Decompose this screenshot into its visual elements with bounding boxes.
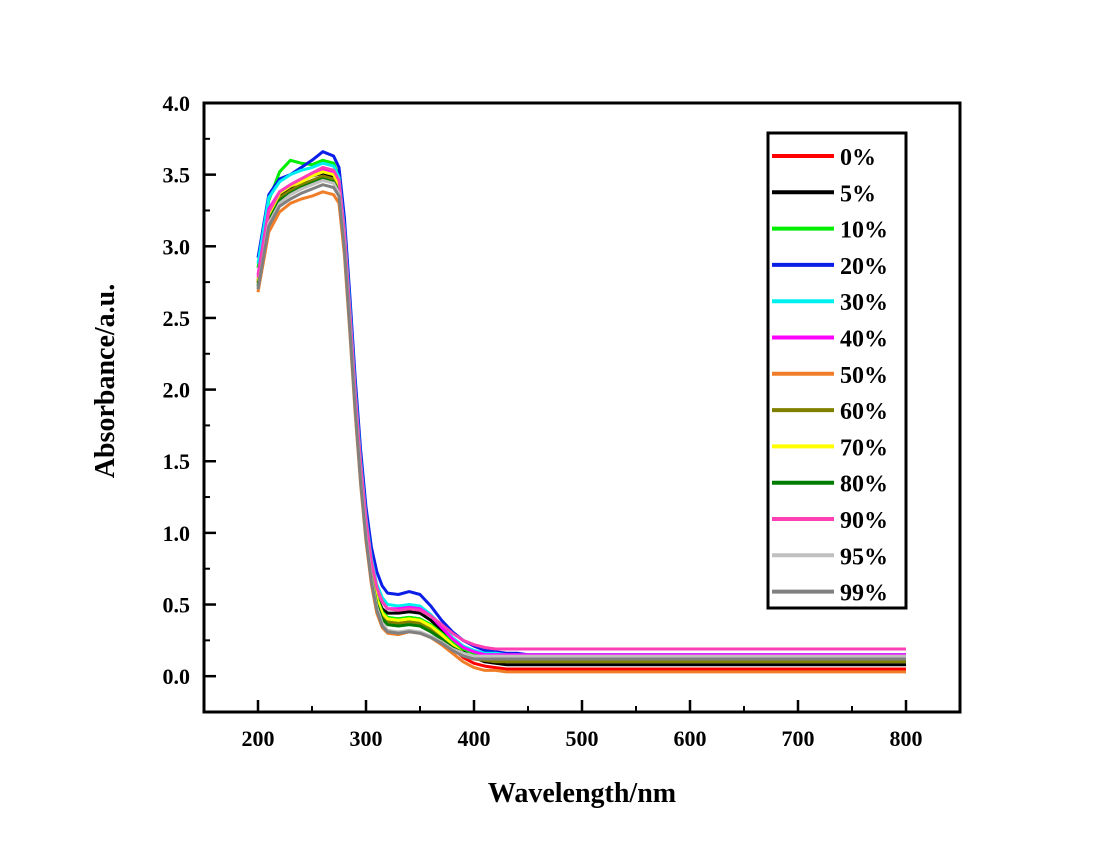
y-tick-label: 0.5 [163,593,191,618]
y-tick-label: 1.0 [163,521,191,546]
legend-label: 30% [840,290,888,316]
legend-label: 20% [840,254,888,280]
legend: 0% 5% 10% 20% 30% 40% 50% 60% 70% 80% 90% 95% 99% [772,145,888,607]
legend-label: 95% [840,544,888,570]
legend-box [766,131,908,610]
x-tick-label: 400 [458,726,491,751]
y-tick-label: 2.0 [163,378,191,403]
x-tick-label: 500 [566,726,599,751]
legend-label: 0% [840,145,876,171]
x-tick-label: 200 [242,726,275,751]
series-line-90pct [256,166,906,651]
y-tick-label: 4.0 [163,91,191,116]
x-tick-label: 800 [890,726,923,751]
series-layer [256,150,906,674]
x-tick-label: 300 [350,726,383,751]
y-axis-title: Absorbance/a.u. [90,284,121,478]
x-tick-label: 600 [674,726,707,751]
x-tick-label: 700 [782,726,815,751]
series-line-60pct [256,174,906,664]
y-tick-label: 0.0 [163,664,191,689]
legend-label: 60% [840,399,888,425]
y-tick-label: 3.0 [163,234,191,259]
legend-label: 99% [840,581,888,607]
legend-label: 90% [840,508,888,534]
legend-label: 50% [840,363,888,389]
series-line-99pct [256,183,906,661]
x-axis-title: Wavelength/nm [488,778,676,809]
y-tick-label: 3.5 [163,163,191,188]
legend-label: 5% [840,181,876,207]
legend-label: 10% [840,218,888,244]
legend-label: 70% [840,435,888,461]
legend-label: 40% [840,327,888,353]
ticks-layer: 200 300 400 500 600 700 800 0.0 0.5 1.0 1.5 2.0 2.5 3… [163,91,923,751]
legend-label: 80% [840,472,888,498]
y-tick-label: 1.5 [163,449,191,474]
y-tick-label: 2.5 [163,306,191,331]
